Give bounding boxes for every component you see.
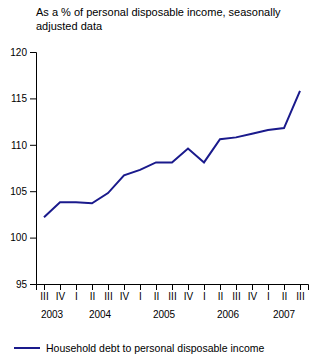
x-tick: IV (184, 284, 194, 302)
x-tick-label: II (90, 291, 96, 302)
x-tick-label: III (168, 291, 176, 302)
x-tick: IV (120, 284, 130, 302)
y-tick-label: 120 (10, 47, 27, 58)
year-label: 2007 (273, 309, 296, 320)
x-tick: III (296, 284, 304, 302)
y-tick-label: 115 (11, 93, 27, 104)
x-tick-label: III (104, 291, 112, 302)
x-tick-mark (188, 284, 189, 290)
legend-item: Household debt to personal disposable in… (14, 342, 264, 354)
x-tick-mark (60, 284, 61, 290)
y-tick-mark (30, 238, 36, 239)
x-tick: III (168, 284, 176, 302)
x-tick: III (232, 284, 240, 302)
y-tick: 95 (16, 279, 36, 290)
x-tick-mark (92, 284, 93, 290)
x-tick-label: I (139, 291, 142, 302)
y-tick-mark (30, 52, 36, 53)
x-tick-label: IV (248, 291, 258, 302)
y-tick-mark (30, 145, 36, 146)
legend-swatch (14, 347, 40, 349)
x-tick-mark (220, 284, 221, 290)
x-tick-label: I (267, 291, 270, 302)
x-tick-label: II (218, 291, 224, 302)
x-tick-mark (76, 284, 77, 290)
year-label: 2005 (153, 309, 176, 320)
x-tick: IV (248, 284, 258, 302)
x-axis-line (37, 285, 309, 291)
marks (44, 91, 300, 217)
y-tick-mark (30, 191, 36, 192)
x-tick: III (104, 284, 112, 302)
y-tick: 105 (10, 186, 36, 197)
x-tick-mark (124, 284, 125, 290)
x-tick-mark (236, 284, 237, 290)
y-axis-line (30, 53, 37, 285)
x-tick: II (154, 284, 160, 302)
x-tick-label: IV (56, 291, 66, 302)
x-tick-mark (268, 284, 269, 290)
x-tick: II (90, 284, 96, 302)
y-tick-mark (30, 98, 36, 99)
y-tick: 100 (10, 232, 36, 243)
x-tick: II (282, 284, 288, 302)
y-tick-label: 110 (11, 140, 27, 151)
plot: 95100105110115120IIIIVIIIIIIIVIIIIIIIVII… (10, 47, 308, 320)
x-tick: II (218, 284, 224, 302)
y-tick: 110 (11, 140, 36, 151)
y-tick: 115 (11, 93, 36, 104)
x-tick-label: II (154, 291, 160, 302)
x-tick-mark (252, 284, 253, 290)
x-axis: IIIIVIIIIIIIVIIIIIIIVIIIIIIIVIIIIII (37, 284, 309, 302)
x-tick: I (75, 284, 78, 302)
x-tick-label: I (75, 291, 78, 302)
y-axis: 95 100 105 110 115 120 (10, 47, 36, 290)
y-tick-label: 100 (10, 232, 27, 243)
x-tick: I (267, 284, 270, 302)
subtitle: adjusted data (36, 20, 103, 32)
x-tick: I (139, 284, 142, 302)
x-tick-mark (156, 284, 157, 290)
y-tick-label: 95 (16, 279, 28, 290)
x-tick-mark (204, 284, 205, 290)
x-tick-label: III (40, 291, 48, 302)
x-tick-mark (172, 284, 173, 290)
x-tick-label: III (296, 291, 304, 302)
y-tick-label: 105 (10, 186, 27, 197)
x-tick-label: III (232, 291, 240, 302)
x-tick-label: I (203, 291, 206, 302)
x-tick-mark (140, 284, 141, 290)
x-tick-mark (300, 284, 301, 290)
year-label: 2003 (41, 309, 64, 320)
x-tick-label: IV (184, 291, 194, 302)
x-tick-mark (284, 284, 285, 290)
y-tick: 120 (10, 47, 36, 58)
x-tick-label: IV (120, 291, 130, 302)
x-tick-mark (44, 284, 45, 290)
year-label: 2006 (217, 309, 240, 320)
y-tick-mark (30, 284, 36, 285)
line (44, 91, 300, 217)
year-label: 2004 (89, 309, 112, 320)
chart: As a % of personal disposable income, se… (0, 0, 320, 362)
x-tick-label: II (282, 291, 288, 302)
legend-label: Household debt to personal disposable in… (46, 342, 264, 354)
x-tick: I (203, 284, 206, 302)
x-tick-mark (108, 284, 109, 290)
title: As a % of personal disposable income, se… (36, 6, 281, 18)
legend: Household debt to personal disposable in… (14, 342, 264, 354)
x-tick: III (40, 284, 48, 302)
x-tick: IV (56, 284, 66, 302)
